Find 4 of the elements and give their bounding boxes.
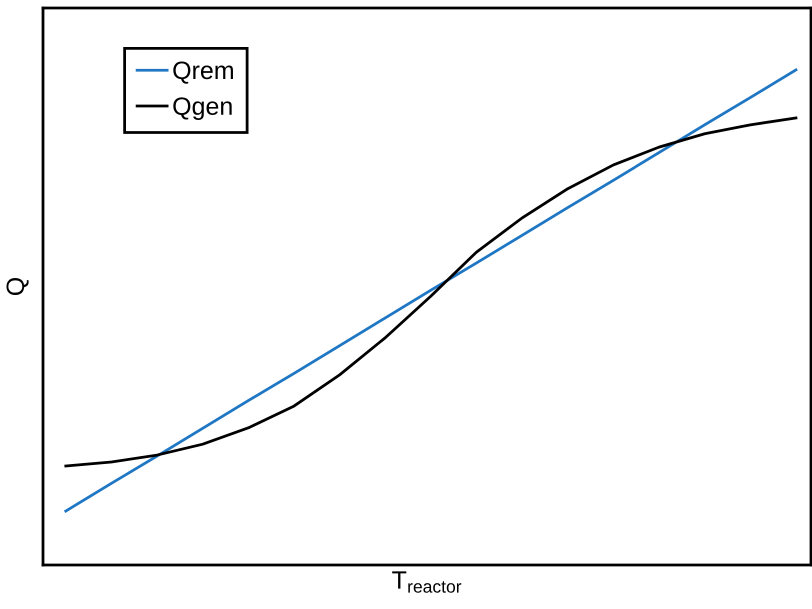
y-axis-title: Q (6, 278, 29, 296)
x-axis-title: T$_{reactor}$ (392, 571, 462, 593)
legend-label: Qrem (173, 62, 233, 84)
legend-label: Qgen (173, 97, 232, 120)
